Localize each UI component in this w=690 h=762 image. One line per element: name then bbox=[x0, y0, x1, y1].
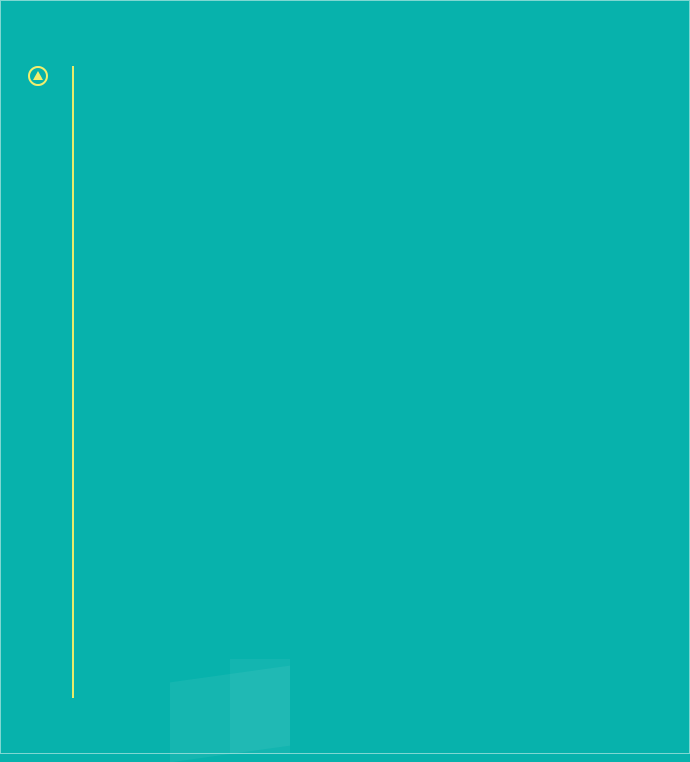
y-axis-line bbox=[72, 66, 74, 698]
chart-title bbox=[18, 66, 58, 114]
triangle-circle-icon bbox=[28, 66, 48, 86]
background-decoration bbox=[230, 659, 290, 754]
